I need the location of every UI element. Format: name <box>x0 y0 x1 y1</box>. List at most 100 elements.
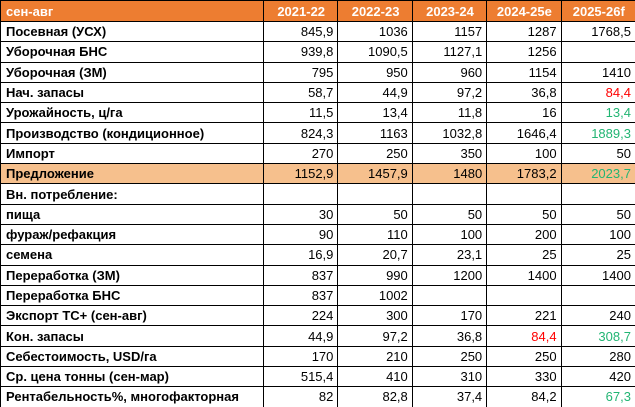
cell-value[interactable]: 84,4 <box>560 81 635 104</box>
cell-value[interactable] <box>486 284 562 307</box>
cell-value[interactable] <box>560 41 635 63</box>
cell-value[interactable]: 1002 <box>337 284 413 307</box>
cell-value[interactable]: 837 <box>262 284 339 307</box>
cell-value[interactable]: 36,8 <box>411 325 488 347</box>
cell-value[interactable]: 100 <box>486 142 562 165</box>
header-col-2021-22[interactable]: 2021-22 <box>262 0 339 22</box>
cell-value[interactable]: 1768,5 <box>560 20 635 43</box>
row-label[interactable]: Предложение <box>0 163 264 185</box>
cell-value[interactable]: 11,5 <box>262 102 339 124</box>
cell-value[interactable] <box>337 183 413 205</box>
cell-value[interactable]: 37,4 <box>411 386 488 407</box>
cell-value[interactable]: 30 <box>262 203 339 225</box>
row-label[interactable]: Импорт <box>0 142 264 165</box>
cell-value[interactable]: 330 <box>486 366 562 388</box>
cell-value[interactable]: 420 <box>560 366 635 388</box>
cell-value[interactable]: 240 <box>560 305 635 327</box>
cell-value[interactable]: 84,4 <box>486 325 562 347</box>
cell-value[interactable]: 13,4 <box>560 102 635 124</box>
cell-value[interactable] <box>411 183 488 205</box>
cell-value[interactable]: 13,4 <box>337 102 413 124</box>
cell-value[interactable]: 990 <box>337 264 413 286</box>
cell-value[interactable]: 50 <box>486 203 562 225</box>
header-col-2025-26f[interactable]: 2025-26f <box>560 0 635 22</box>
row-label[interactable]: Ср. цена тонны (сен-мар) <box>0 366 264 388</box>
cell-value[interactable]: 25 <box>486 244 562 266</box>
cell-value[interactable]: 950 <box>337 61 413 83</box>
header-period-label[interactable]: сен-авг <box>0 0 264 22</box>
cell-value[interactable]: 100 <box>560 223 635 246</box>
cell-value[interactable]: 939,8 <box>262 41 339 63</box>
cell-value[interactable]: 50 <box>337 203 413 225</box>
cell-value[interactable]: 44,9 <box>337 81 413 104</box>
cell-value[interactable] <box>486 183 562 205</box>
cell-value[interactable]: 300 <box>337 305 413 327</box>
cell-value[interactable]: 1200 <box>411 264 488 286</box>
cell-value[interactable]: 224 <box>262 305 339 327</box>
cell-value[interactable]: 110 <box>337 223 413 246</box>
row-label[interactable]: Уборочная БНС <box>0 41 264 63</box>
cell-value[interactable]: 410 <box>337 366 413 388</box>
cell-value[interactable]: 2023,7 <box>560 163 635 185</box>
row-label[interactable]: Себестоимость, USD/га <box>0 345 264 368</box>
cell-value[interactable]: 1400 <box>486 264 562 286</box>
cell-value[interactable]: 845,9 <box>262 20 339 43</box>
cell-value[interactable]: 97,2 <box>337 325 413 347</box>
cell-value[interactable]: 25 <box>560 244 635 266</box>
cell-value[interactable]: 100 <box>411 223 488 246</box>
cell-value[interactable]: 350 <box>411 142 488 165</box>
cell-value[interactable]: 270 <box>262 142 339 165</box>
cell-value[interactable]: 515,4 <box>262 366 339 388</box>
cell-value[interactable] <box>560 183 635 205</box>
row-label[interactable]: семена <box>0 244 264 266</box>
cell-value[interactable]: 20,7 <box>337 244 413 266</box>
cell-value[interactable]: 84,2 <box>486 386 562 407</box>
cell-value[interactable]: 1400 <box>560 264 635 286</box>
cell-value[interactable]: 90 <box>262 223 339 246</box>
cell-value[interactable]: 824,3 <box>262 122 339 144</box>
cell-value[interactable]: 1287 <box>486 20 562 43</box>
header-col-2022-23[interactable]: 2022-23 <box>337 0 413 22</box>
row-label[interactable]: Переработка БНС <box>0 284 264 307</box>
cell-value[interactable]: 16,9 <box>262 244 339 266</box>
cell-value[interactable]: 1163 <box>337 122 413 144</box>
cell-value[interactable]: 1127,1 <box>411 41 488 63</box>
row-label[interactable]: Нач. запасы <box>0 81 264 104</box>
cell-value[interactable]: 221 <box>486 305 562 327</box>
cell-value[interactable]: 308,7 <box>560 325 635 347</box>
cell-value[interactable]: 50 <box>560 203 635 225</box>
cell-value[interactable]: 250 <box>411 345 488 368</box>
cell-value[interactable]: 23,1 <box>411 244 488 266</box>
cell-value[interactable]: 16 <box>486 102 562 124</box>
cell-value[interactable]: 837 <box>262 264 339 286</box>
cell-value[interactable]: 1480 <box>411 163 488 185</box>
cell-value[interactable]: 170 <box>411 305 488 327</box>
cell-value[interactable]: 82 <box>262 386 339 407</box>
cell-value[interactable]: 1152,9 <box>262 163 339 185</box>
cell-value[interactable]: 1457,9 <box>337 163 413 185</box>
cell-value[interactable]: 960 <box>411 61 488 83</box>
row-label[interactable]: фураж/рефакция <box>0 223 264 246</box>
header-col-2024-25e[interactable]: 2024-25e <box>486 0 562 22</box>
row-label[interactable]: Кон. запасы <box>0 325 264 347</box>
row-label[interactable]: Производство (кондиционное) <box>0 122 264 144</box>
cell-value[interactable]: 11,8 <box>411 102 488 124</box>
cell-value[interactable]: 1783,2 <box>486 163 562 185</box>
cell-value[interactable]: 310 <box>411 366 488 388</box>
header-col-2023-24[interactable]: 2023-24 <box>411 0 488 22</box>
cell-value[interactable] <box>411 284 488 307</box>
cell-value[interactable]: 795 <box>262 61 339 83</box>
cell-value[interactable]: 1889,3 <box>560 122 635 144</box>
row-label[interactable]: пища <box>0 203 264 225</box>
cell-value[interactable]: 1256 <box>486 41 562 63</box>
row-label[interactable]: Посевная (УСХ) <box>0 20 264 43</box>
row-label[interactable]: Рентабельность%, многофакторная <box>0 386 264 407</box>
cell-value[interactable]: 1090,5 <box>337 41 413 63</box>
cell-value[interactable]: 97,2 <box>411 81 488 104</box>
cell-value[interactable]: 280 <box>560 345 635 368</box>
cell-value[interactable]: 36,8 <box>486 81 562 104</box>
cell-value[interactable]: 1154 <box>486 61 562 83</box>
cell-value[interactable]: 50 <box>411 203 488 225</box>
cell-value[interactable]: 1036 <box>337 20 413 43</box>
cell-value[interactable]: 58,7 <box>262 81 339 104</box>
